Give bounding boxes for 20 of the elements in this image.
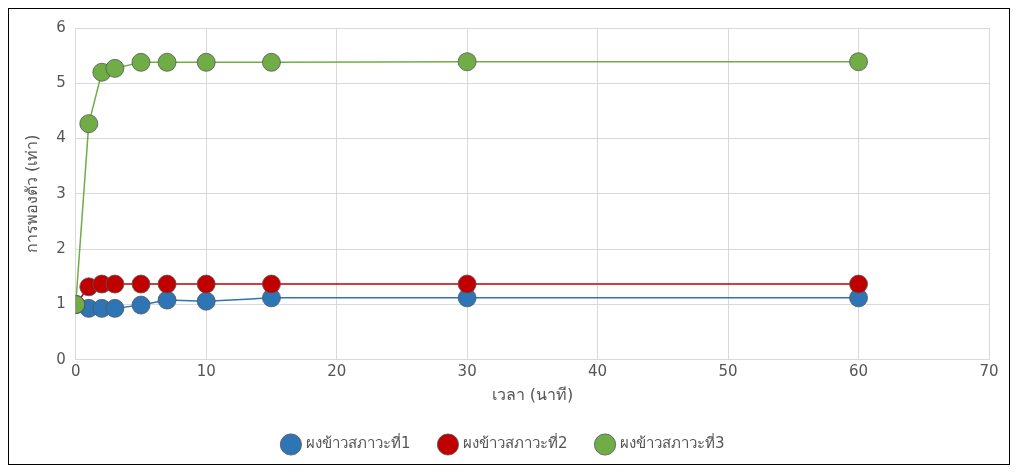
y-tick-label: 5 bbox=[56, 73, 66, 92]
legend-label: ผงข้าวสภาวะที่1 bbox=[305, 432, 411, 453]
y-tick-label: 4 bbox=[56, 128, 66, 147]
y-tick-label: 2 bbox=[56, 239, 66, 258]
y-tick-label: 1 bbox=[56, 294, 66, 313]
y-tick-label: 3 bbox=[56, 183, 66, 202]
legend-label: ผงข้าวสภาวะที่3 bbox=[620, 432, 725, 453]
x-axis-title: เวลา (นาที) bbox=[491, 384, 574, 404]
x-tick-label: 10 bbox=[196, 361, 216, 380]
x-tick-label: 30 bbox=[457, 361, 477, 380]
x-tick-label: 60 bbox=[848, 361, 869, 380]
x-tick-label: 50 bbox=[718, 361, 738, 380]
y-tick-label: 0 bbox=[56, 349, 66, 368]
y-tick-label: 6 bbox=[56, 17, 66, 36]
x-tick-label: 70 bbox=[979, 361, 999, 380]
legend-label: ผงข้าวสภาวะที่2 bbox=[462, 432, 568, 453]
x-tick-label: 20 bbox=[327, 361, 347, 380]
y-axis-title: การพองตัว (เท่า) bbox=[21, 134, 41, 254]
x-tick-label: 0 bbox=[70, 361, 81, 380]
x-tick-label: 40 bbox=[588, 361, 608, 380]
